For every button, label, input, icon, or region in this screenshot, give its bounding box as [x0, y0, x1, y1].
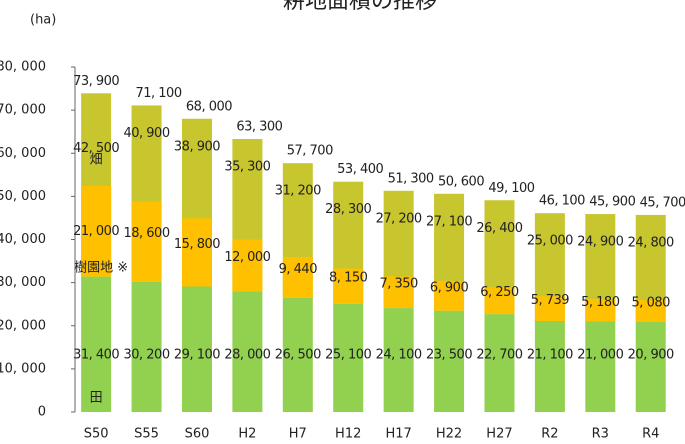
x-tick-label: H7 [289, 427, 307, 442]
y-tick-label: 70, 000 [0, 103, 46, 118]
y-tick-label: 30, 000 [0, 275, 46, 290]
value-label vl: 24, 100 [376, 348, 422, 363]
bar-segment [181, 286, 212, 412]
value-label: 27, 100 [426, 214, 472, 229]
value-label vl: 21, 100 [527, 348, 573, 363]
value-label: 12, 000 [224, 250, 270, 265]
total-label: 49, 100 [488, 181, 534, 196]
bar-segment [635, 299, 666, 322]
bar-segment [383, 308, 414, 412]
y-tick-label: 20, 000 [0, 318, 46, 333]
total-label: 68, 000 [186, 99, 232, 114]
value-label: 38, 900 [174, 139, 220, 154]
value-label: 15, 800 [174, 237, 220, 252]
value-label: 27, 200 [376, 211, 422, 226]
value-label: 18, 600 [123, 226, 169, 241]
total-label: 57, 700 [287, 144, 333, 159]
value-label: 5, 739 [531, 293, 570, 308]
bar-segment [635, 321, 666, 412]
x-tick-label: H2 [238, 427, 256, 442]
value-label: 31, 200 [275, 184, 321, 199]
value-label: 5, 180 [581, 295, 620, 310]
value-label: 35, 300 [224, 160, 270, 175]
total-label: 46, 100 [539, 194, 585, 209]
y-tick-label: 50, 000 [0, 189, 46, 204]
bar-segment [282, 257, 313, 298]
bar-segment [434, 280, 465, 311]
value-label: 26, 400 [476, 221, 522, 236]
total-label: 51, 300 [388, 171, 434, 186]
series-label: 田 [90, 391, 103, 406]
x-tick-label: S55 [134, 427, 159, 442]
bar-segment [232, 291, 263, 412]
series-label: 畑 [90, 153, 103, 168]
bar-segment [585, 299, 616, 322]
total-label: 45, 900 [589, 195, 635, 210]
bar-segment [484, 287, 515, 315]
total-label: 71, 100 [135, 86, 181, 101]
bar-segment [81, 186, 112, 277]
value-label vl: 31, 400 [73, 348, 119, 363]
value-label vl: 22, 700 [476, 348, 522, 363]
value-label: 42, 500 [73, 141, 119, 156]
value-label: 8, 150 [329, 271, 368, 286]
x-tick-label: S60 [185, 427, 210, 442]
x-tick-label: H12 [335, 427, 361, 442]
bar-segment [81, 276, 112, 412]
bar-segment [131, 281, 162, 412]
value-label vl: 21, 000 [577, 348, 623, 363]
y-axis-label: (ha) [30, 13, 56, 28]
total-label: 50, 600 [438, 174, 484, 189]
value-label: 6, 250 [480, 285, 519, 300]
bar-segment [534, 296, 565, 322]
value-label: 40, 900 [123, 126, 169, 141]
bar-segment [585, 321, 616, 412]
total-label: 45, 700 [640, 195, 685, 210]
total-label: 63, 300 [236, 120, 282, 135]
y-tick-label: 0 [38, 405, 46, 420]
x-tick-label: S50 [84, 427, 109, 442]
value-label: 7, 350 [379, 277, 418, 292]
bar-segment [181, 218, 212, 287]
value-label: 9, 440 [279, 262, 318, 277]
y-tick-label: 80, 000 [0, 60, 46, 75]
total-label: 73, 900 [73, 74, 119, 89]
y-tick-label: 60, 000 [0, 146, 46, 161]
x-tick-label: R2 [541, 427, 558, 442]
x-tick-label: H27 [486, 427, 512, 442]
y-tick-label: 40, 000 [0, 232, 46, 247]
bar-segment [434, 310, 465, 412]
chart-title: 耕地面積の推移 [283, 0, 437, 14]
value-label: 6, 900 [430, 280, 469, 295]
bar-segment [333, 268, 364, 304]
value-label: 21, 000 [73, 224, 119, 239]
value-label: 5, 080 [632, 295, 671, 310]
bar-segment [383, 276, 414, 309]
bar-segment [484, 314, 515, 412]
x-tick-label: H22 [436, 427, 462, 442]
x-tick-label: H17 [385, 427, 411, 442]
value-label: 24, 800 [628, 235, 674, 250]
value-label vl: 20, 900 [628, 348, 674, 363]
bar-segment [131, 201, 162, 282]
value-label vl: 23, 500 [426, 348, 472, 363]
value-label: 28, 300 [325, 202, 371, 217]
value-label: 24, 900 [577, 235, 623, 250]
value-label vl: 29, 100 [174, 348, 220, 363]
x-tick-label: R3 [592, 427, 609, 442]
value-label vl: 28, 000 [224, 348, 270, 363]
value-label vl: 26, 500 [275, 348, 321, 363]
series-label: 樹園地 ※ [74, 261, 128, 276]
bar-segment [232, 239, 263, 292]
value-label vl: 25, 100 [325, 348, 371, 363]
value-label: 25, 000 [527, 234, 573, 249]
bar-segment [534, 321, 565, 412]
total-label: 53, 400 [337, 162, 383, 177]
x-tick-label: R4 [642, 427, 659, 442]
value-label vl: 30, 200 [123, 348, 169, 363]
bar-segment [282, 297, 313, 412]
y-tick-label: 10, 000 [0, 361, 46, 376]
bar-segment [333, 303, 364, 412]
